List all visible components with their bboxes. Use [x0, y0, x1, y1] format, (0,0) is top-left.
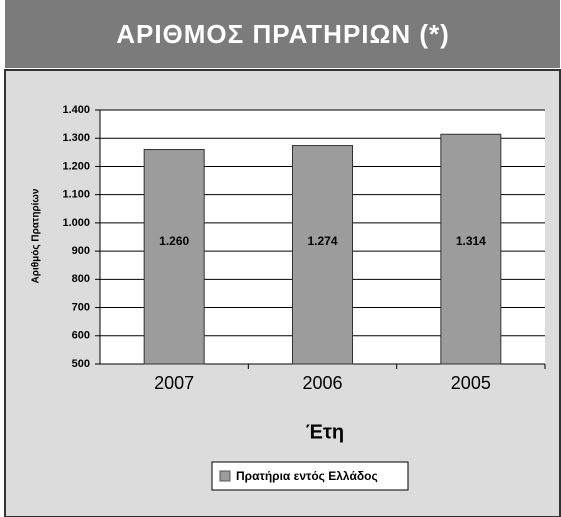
data-label: 1.260: [159, 234, 189, 248]
chart-title: ΑΡΙΘΜΟΣ ΠΡΑΤΗΡΙΩΝ (*): [116, 19, 450, 49]
title-banner: [5, 0, 560, 68]
y-tick-label: 800: [72, 273, 90, 285]
x-tick-label: 2007: [154, 373, 194, 393]
x-tick-label: 2005: [451, 373, 491, 393]
y-tick-label: 900: [72, 245, 90, 257]
legend: [211, 461, 409, 491]
data-label: 1.314: [456, 234, 486, 248]
legend-swatch: [219, 470, 231, 482]
y-tick-label: 1.000: [62, 217, 90, 229]
y-tick-label: 1.300: [62, 132, 90, 144]
y-tick-label: 1.100: [62, 189, 90, 201]
bar: [143, 149, 205, 365]
x-tick-label: 2006: [302, 373, 342, 393]
bar: [292, 145, 353, 365]
legend-label: Πρατήρια εντός Ελλάδος: [236, 469, 378, 483]
y-axis-label: Αριθμός Πρατηρίων: [31, 188, 42, 283]
bar: [440, 133, 502, 365]
y-tick-label: 500: [72, 358, 90, 370]
y-tick-label: 1.400: [62, 104, 90, 116]
y-tick-label: 600: [72, 330, 90, 342]
y-tick-label: 700: [72, 301, 90, 313]
data-label: 1.274: [307, 234, 337, 248]
y-tick-label: 1.200: [62, 160, 90, 172]
x-axis-label: Έτη: [306, 421, 344, 443]
